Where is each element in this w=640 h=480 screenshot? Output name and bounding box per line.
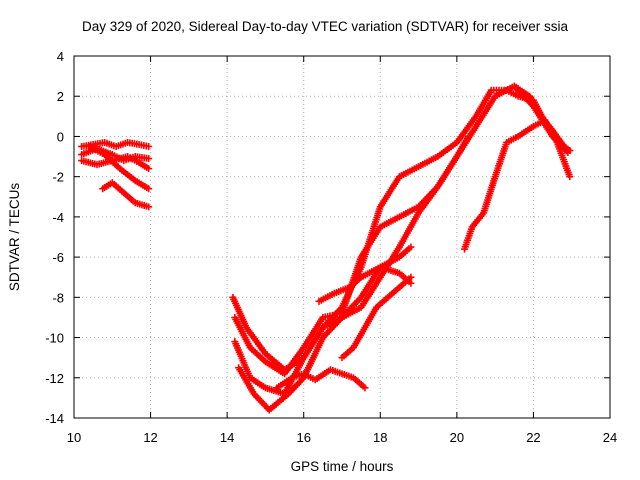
series-late-2	[510, 82, 574, 155]
y-tick-label: -14	[45, 411, 64, 426]
x-tick-label: 20	[450, 430, 464, 445]
series-arc-B	[231, 82, 572, 378]
x-tick-label: 14	[220, 430, 234, 445]
data-point	[145, 165, 153, 173]
series-early-5	[99, 179, 153, 211]
y-tick-label: -10	[45, 331, 64, 346]
data-point	[145, 203, 153, 211]
y-tick-label: -12	[45, 371, 64, 386]
y-tick-label: -6	[52, 250, 64, 265]
series-arc-A	[229, 86, 568, 374]
x-tick-label: 18	[373, 430, 387, 445]
grid	[74, 56, 610, 418]
data-point	[407, 243, 415, 251]
y-axis-label: SDTVAR / TECUs	[7, 183, 22, 292]
y-tick-label: -8	[52, 290, 64, 305]
series-arc-C	[231, 132, 472, 398]
data-point	[407, 273, 415, 281]
y-tick-label: 4	[57, 49, 64, 64]
x-tick-label: 12	[143, 430, 157, 445]
data-point	[145, 185, 153, 193]
y-tick-label: 2	[57, 89, 64, 104]
series-arc-E	[273, 366, 369, 392]
data-point	[145, 143, 153, 150]
data-point	[566, 147, 574, 155]
y-tick-label: -4	[52, 210, 64, 225]
x-axis-label: GPS time / hours	[291, 459, 394, 474]
x-tick-label: 16	[296, 430, 310, 445]
plot-frame	[73, 55, 611, 419]
data-marks	[78, 82, 574, 414]
data-point	[464, 132, 472, 140]
x-tick-label: 22	[526, 430, 540, 445]
chart-title: Day 329 of 2020, Sidereal Day-to-day VTE…	[82, 19, 568, 34]
y-tick-label: -2	[52, 170, 64, 185]
data-point	[361, 384, 369, 392]
series-arc-F	[315, 263, 415, 305]
x-tick-label: 24	[603, 430, 617, 445]
y-tick-label: 0	[57, 129, 64, 144]
data-point	[407, 279, 415, 287]
series-early-4	[85, 143, 153, 193]
data-point	[566, 173, 574, 181]
series-arc-G	[338, 273, 415, 362]
x-tick-label: 10	[67, 430, 81, 445]
data-point	[145, 155, 153, 163]
